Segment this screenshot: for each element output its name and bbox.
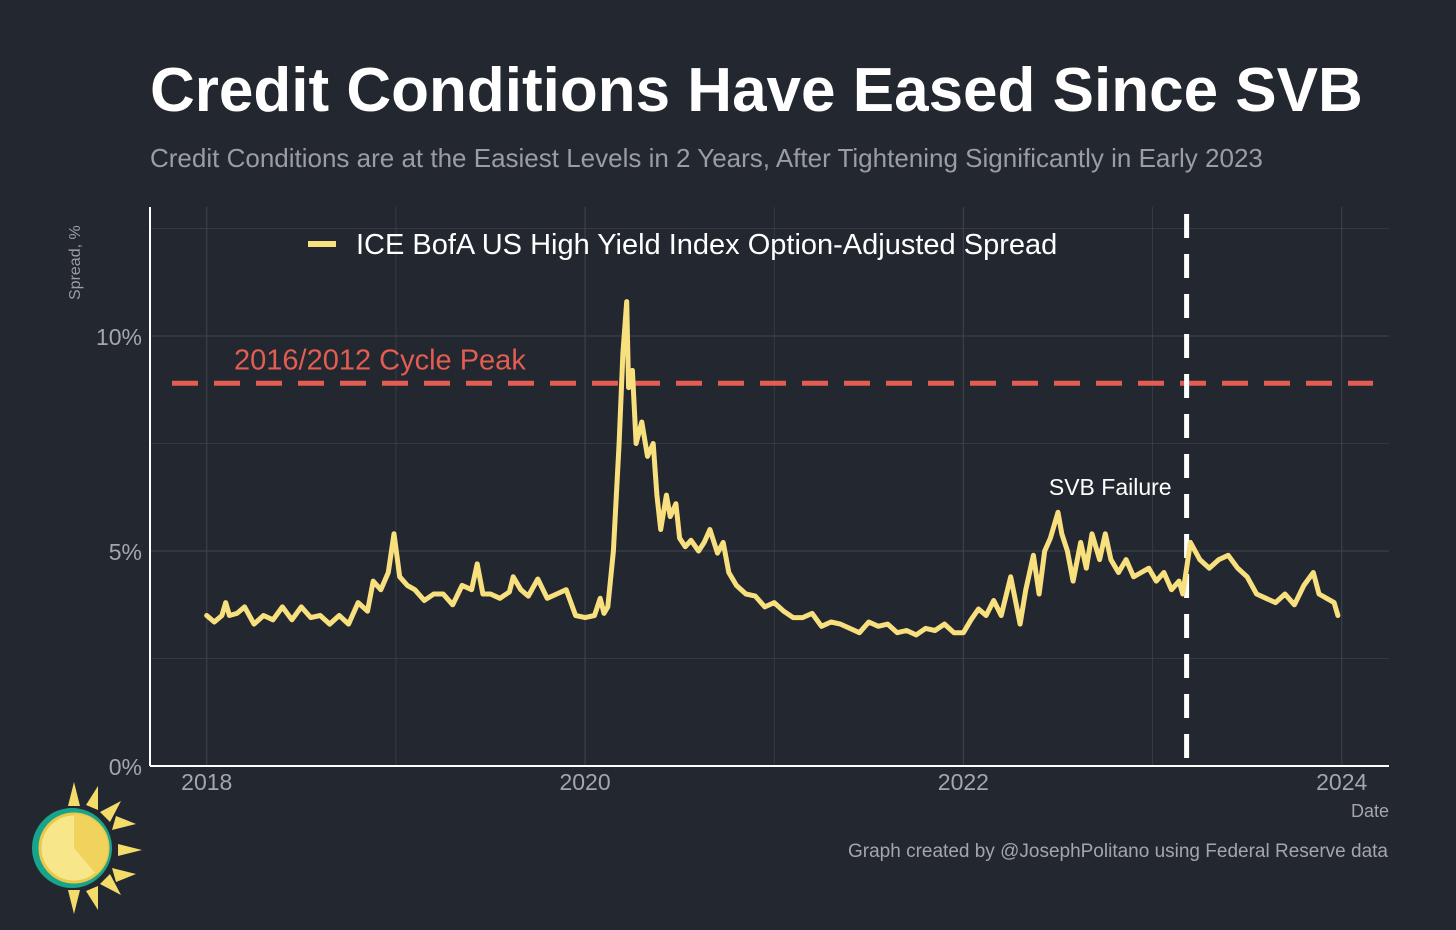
- y-axis-label: Spread, %: [67, 225, 84, 300]
- grid-lines: [150, 207, 1389, 766]
- x-tick-label: 2022: [938, 769, 989, 795]
- reference-lines: [172, 214, 1373, 766]
- x-tick-label: 2020: [559, 769, 610, 795]
- legend-label: ICE BofA US High Yield Index Option-Adju…: [356, 229, 1057, 261]
- y-tick-labels: 0% 5% 10%: [96, 324, 142, 780]
- x-tick-label: 2024: [1316, 769, 1367, 795]
- y-tick-label: 5%: [109, 539, 142, 565]
- x-axis-label: Date: [1351, 801, 1389, 821]
- axes: [149, 207, 1389, 767]
- sun-logo-icon: [32, 782, 142, 914]
- chart-subtitle: Credit Conditions are at the Easiest Lev…: [150, 143, 1263, 173]
- x-tick-label: 2018: [181, 769, 232, 795]
- series-line-hy-oas: [204, 299, 1341, 638]
- reference-labels: 2016/2012 Cycle Peak SVB Failure: [234, 344, 1172, 500]
- chart-title: Credit Conditions Have Eased Since SVB: [150, 56, 1363, 125]
- y-tick-label: 0%: [109, 754, 142, 780]
- x-tick-labels: 2018 2020 2022 2024: [181, 769, 1367, 795]
- y-tick-label: 10%: [96, 324, 142, 350]
- reference-label-cycle-peak: 2016/2012 Cycle Peak: [234, 344, 526, 376]
- event-label-svb: SVB Failure: [1049, 474, 1172, 500]
- source-caption: Graph created by @JosephPolitano using F…: [848, 841, 1388, 862]
- legend: ICE BofA US High Yield Index Option-Adju…: [308, 229, 1057, 261]
